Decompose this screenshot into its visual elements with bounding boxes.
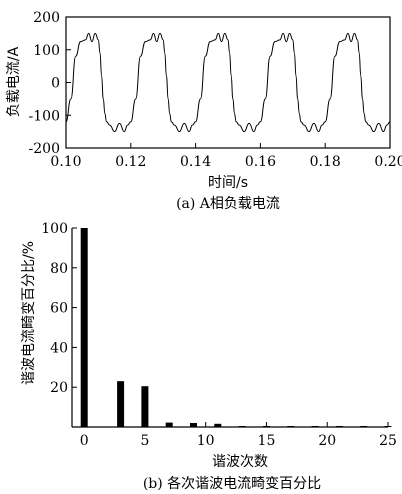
harmonic-bar-21	[335, 426, 343, 427]
y-tick-label-b: 100	[41, 221, 68, 237]
x-axis-label-a: 时间/s	[208, 175, 248, 191]
y-axis-label-a: 负载电流/A	[6, 46, 22, 117]
x-tick-label-a: 0.18	[310, 154, 341, 170]
harmonic-bar-19	[311, 426, 319, 427]
y-tick-label-b: 80	[50, 261, 68, 277]
y-tick-label-a: -100	[29, 108, 60, 124]
y-axis-label-b: 谐波电流畸变百分比/%	[21, 241, 37, 385]
harmonic-bar-9	[190, 423, 197, 427]
harmonic-bar-11	[214, 423, 222, 427]
harmonic-bar-23	[360, 426, 368, 427]
y-tick-label-a: 100	[33, 43, 60, 59]
plot-frame-a	[65, 16, 391, 149]
x-tick-label-b: 0	[80, 433, 89, 449]
x-tick-label-a: 0.16	[245, 154, 276, 170]
caption-b: (b) 各次谐波电流畸变百分比	[143, 476, 321, 492]
harmonic-bar-25	[384, 426, 392, 427]
x-tick-label-a: 0.14	[180, 154, 211, 170]
load-current-chart: 负载电流/A 200 100 0 -100 -200 0.10 0.12 0.14 0.16 0…	[6, 10, 402, 191]
y-tick-label-a: 0	[51, 76, 60, 92]
harmonic-bar-13	[238, 426, 246, 427]
caption-a: (a) A相负载电流	[176, 196, 280, 212]
harmonic-bar-5	[141, 386, 149, 427]
y-tick-label-a: 200	[33, 10, 60, 26]
x-tick-label-b: 10	[197, 433, 215, 449]
harmonic-bar-3	[117, 381, 125, 427]
x-tick-label-a: 0.10	[50, 154, 81, 170]
y-tick-label-b: 60	[50, 301, 68, 317]
harmonic-bar-17	[287, 426, 295, 427]
x-tick-label-b: 20	[318, 433, 336, 449]
x-tick-label-b: 25	[379, 433, 397, 449]
y-tick-label-a: -200	[29, 141, 60, 157]
y-tick-label-b: 20	[50, 380, 68, 396]
x-tick-label-b: 15	[258, 433, 276, 449]
x-tick-label-a: 0.12	[115, 154, 146, 170]
current-waveform-line	[65, 32, 391, 133]
harmonic-bar-7	[165, 422, 173, 427]
x-tick-label-b: 5	[140, 433, 149, 449]
harmonic-bar-0	[80, 228, 88, 427]
x-tick-label-a: 0.20	[374, 154, 402, 170]
harmonic-bar-15	[263, 426, 270, 427]
y-tick-label-b: 40	[50, 340, 68, 356]
x-axis-label-b: 谐波次数	[212, 454, 268, 470]
